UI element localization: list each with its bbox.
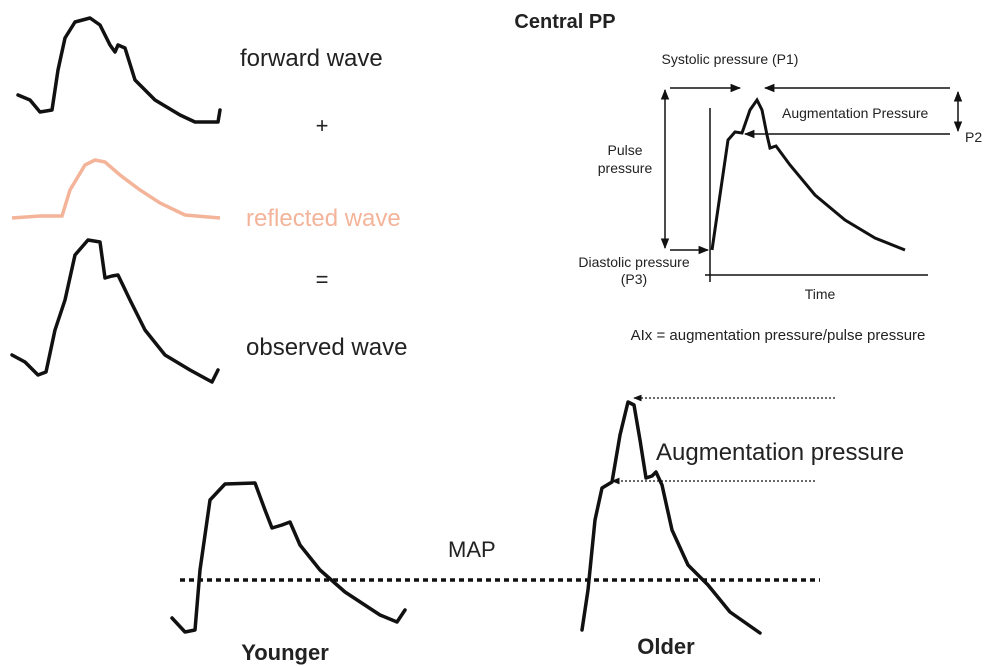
forward-wave (16, 16, 222, 124)
observed-wave (10, 238, 220, 384)
operator: + (316, 113, 329, 138)
label: Older (637, 634, 695, 659)
label: Time (805, 286, 836, 302)
label: pressure (598, 160, 653, 176)
label: reflected wave (246, 205, 401, 232)
label: (P3) (621, 271, 647, 287)
label: Pulse (607, 142, 642, 158)
label: forward wave (240, 45, 383, 72)
label: Augmentation pressure (656, 439, 904, 466)
label: Augmentation Pressure (782, 105, 929, 121)
formula: AIx = augmentation pressure/pulse pressu… (631, 327, 926, 344)
label: observed wave (246, 334, 407, 361)
label: Diastolic pressure (578, 254, 689, 270)
reflected-wave (11, 158, 221, 220)
operator: = (316, 267, 329, 292)
younger-wave (170, 481, 407, 634)
label: P2 (965, 129, 982, 145)
title: Central PP (514, 11, 615, 33)
label: Systolic pressure (P1) (662, 51, 799, 67)
pressure-wave (710, 97, 906, 252)
label: MAP (448, 537, 496, 562)
label: Younger (241, 640, 329, 665)
older-wave (580, 400, 762, 635)
